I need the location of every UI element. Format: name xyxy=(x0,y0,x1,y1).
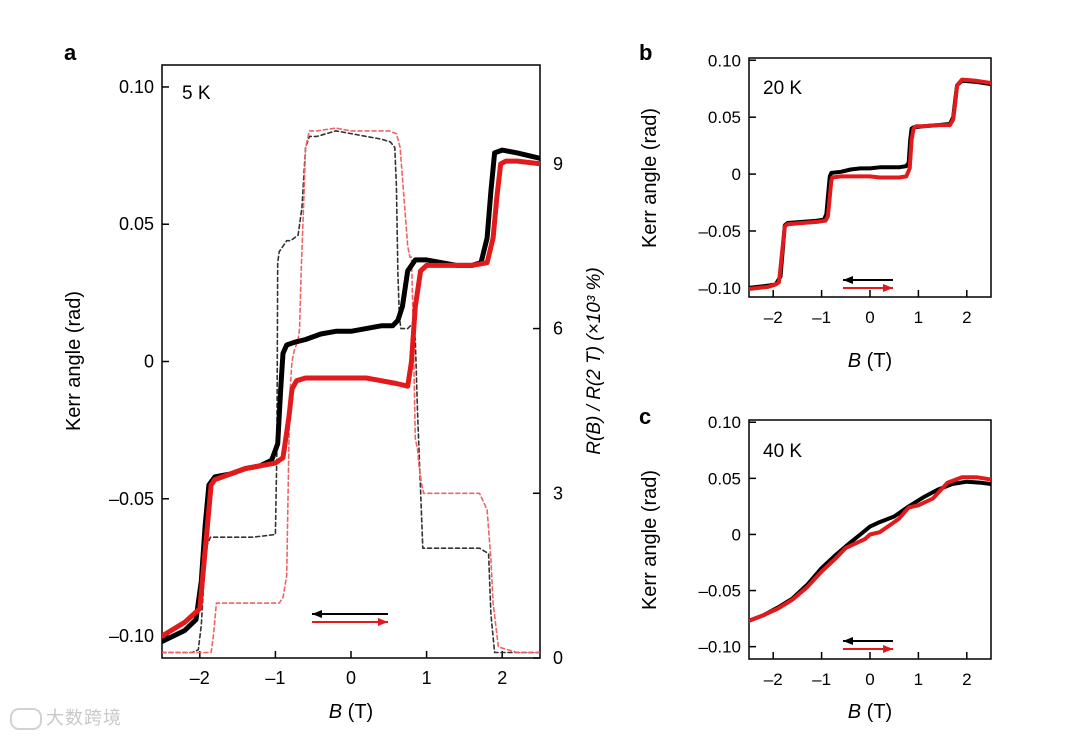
y-tick-label: –0.10 xyxy=(698,638,741,657)
x-tick-label: 0 xyxy=(865,670,874,689)
panel-b-label: b xyxy=(639,40,652,65)
panel-a-ylabel: Kerr angle (rad) xyxy=(63,291,85,431)
panel-a-x-axis: –2 –1 0 1 2 xyxy=(190,651,507,688)
arrow-left-icon xyxy=(843,276,853,284)
panel-c-label: c xyxy=(639,404,651,429)
y-tick-label: –0.10 xyxy=(109,626,154,646)
x-tick-label: 1 xyxy=(914,670,923,689)
y-tick-label: –0.05 xyxy=(109,489,154,509)
watermark-logo-icon xyxy=(10,708,42,730)
panel-c-temperature: 40 K xyxy=(763,441,802,462)
panel-c-xlabel-var: B xyxy=(848,701,861,723)
x-tick-label: 1 xyxy=(422,668,432,688)
y-tick-label: –0.10 xyxy=(698,279,741,298)
panel-b: b 20 K –0.10 –0.05 0 0.05 0.10 –2 –1 0 1 2 B (T)… xyxy=(639,40,992,372)
y-tick-label: –0.05 xyxy=(698,222,741,241)
panel-c-ylabel: Kerr angle (rad) xyxy=(639,470,661,610)
panel-c-y-axis: –0.10 –0.05 0 0.05 0.10 xyxy=(698,413,756,657)
series-line xyxy=(749,479,991,623)
x-tick-label: –2 xyxy=(764,308,783,327)
y2-tick-label: 3 xyxy=(553,483,563,503)
y-tick-label: 0.10 xyxy=(708,413,741,432)
y-tick-label: –0.05 xyxy=(698,582,741,601)
y-tick-label: 0.05 xyxy=(708,469,741,488)
x-tick-label: –2 xyxy=(190,668,210,688)
y-tick-label: 0.10 xyxy=(119,77,154,97)
x-tick-label: –1 xyxy=(812,308,831,327)
arrow-left-icon xyxy=(843,637,853,645)
arrow-left-icon xyxy=(312,610,322,618)
panel-b-legend xyxy=(843,276,893,292)
panel-a-label: a xyxy=(64,40,77,65)
y2-tick-label: 6 xyxy=(553,319,563,339)
series-line xyxy=(162,147,540,644)
y-tick-label: 0 xyxy=(732,165,741,184)
y-tick-label: 0 xyxy=(144,352,154,372)
watermark: 大数跨境 xyxy=(10,704,122,730)
series-line xyxy=(162,127,540,654)
x-tick-label: –1 xyxy=(265,668,285,688)
panel-b-xlabel: B (T) xyxy=(848,350,892,372)
y-tick-label: 0 xyxy=(732,525,741,544)
panel-c-xlabel: B (T) xyxy=(848,701,892,723)
y2-tick-label: 9 xyxy=(553,154,563,174)
panel-c: c 40 K –0.10 –0.05 0 0.05 0.10 –2 –1 0 1 2 B (T)… xyxy=(639,404,992,723)
panel-b-xlabel-var: B xyxy=(848,350,861,372)
x-tick-label: –2 xyxy=(764,670,783,689)
panel-b-temperature: 20 K xyxy=(763,78,802,99)
watermark-text: 大数跨境 xyxy=(46,708,122,729)
series-line xyxy=(749,475,991,623)
y-tick-label: 0.10 xyxy=(708,51,741,70)
panel-b-x-axis: –2 –1 0 1 2 xyxy=(764,290,972,327)
panel-a: a 5 K –0.10 –0.05 0 0.05 0.10 0 3 6 9 –2 –1 0 1 2 B… xyxy=(63,40,605,723)
arrow-right-icon xyxy=(883,284,893,292)
panel-b-ylabel: Kerr angle (rad) xyxy=(639,108,661,248)
y2-tick-label: 0 xyxy=(553,648,563,668)
series-line xyxy=(162,158,540,639)
panel-a-legend xyxy=(312,610,388,626)
panel-b-y-axis: –0.10 –0.05 0 0.05 0.10 xyxy=(698,51,756,298)
y-tick-label: 0.05 xyxy=(119,214,154,234)
panel-a-xlabel: B (T) xyxy=(329,701,373,723)
x-tick-label: 1 xyxy=(914,308,923,327)
panel-a-xlabel-var: B xyxy=(329,701,342,723)
panel-a-y2-axis: 0 3 6 9 xyxy=(533,154,563,668)
panel-a-xlabel-unit: (T) xyxy=(342,701,373,723)
panel-c-xlabel-unit: (T) xyxy=(861,701,892,723)
panel-c-series xyxy=(749,475,991,623)
arrow-right-icon xyxy=(883,645,893,653)
y-tick-label: 0.05 xyxy=(708,108,741,127)
x-tick-label: 0 xyxy=(346,668,356,688)
panel-a-y2label: R(B) / R(2 T) (×10³ %) xyxy=(584,267,605,454)
panel-c-x-axis: –2 –1 0 1 2 xyxy=(764,652,972,689)
x-tick-label: 2 xyxy=(962,308,971,327)
x-tick-label: 0 xyxy=(865,308,874,327)
panel-a-y-axis: –0.10 –0.05 0 0.05 0.10 xyxy=(109,77,169,646)
panel-a-temperature: 5 K xyxy=(182,83,211,104)
x-tick-label: –1 xyxy=(812,670,831,689)
panel-c-legend xyxy=(843,637,893,653)
arrow-right-icon xyxy=(378,618,388,626)
panel-a-frame xyxy=(161,64,541,659)
x-tick-label: 2 xyxy=(962,670,971,689)
series-line xyxy=(162,130,540,654)
panel-a-series xyxy=(162,127,540,654)
series-line xyxy=(749,77,991,291)
x-tick-label: 2 xyxy=(497,668,507,688)
panel-b-xlabel-unit: (T) xyxy=(861,350,892,372)
panel-b-series xyxy=(749,77,991,291)
